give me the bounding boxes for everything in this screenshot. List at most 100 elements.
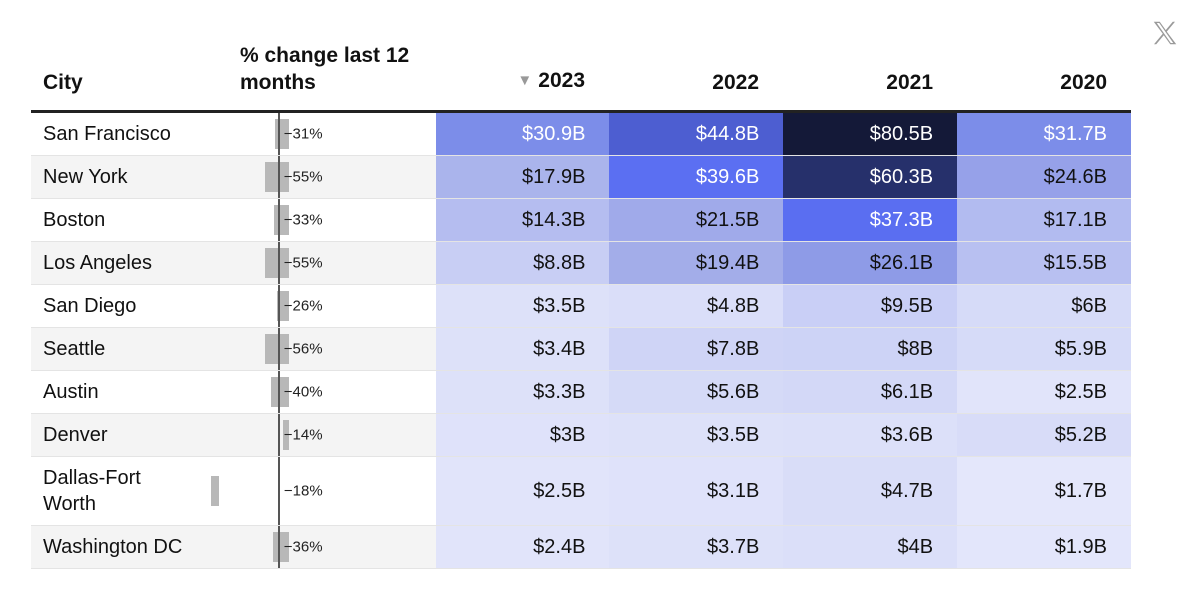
value-cell-2023: $3.5B xyxy=(435,285,610,327)
value-cell-2020: $17.1B xyxy=(957,199,1131,241)
value-cell-2022: $7.8B xyxy=(609,328,784,370)
column-header-2020[interactable]: 2020 xyxy=(1060,71,1107,94)
table-row: Dallas-Fort Worth −18% $2.5B $3.1B $4.7B $1.7… xyxy=(31,457,1131,526)
table-row: San Diego −26% $3.5B $4.8B $9.5B $6B xyxy=(31,285,1131,328)
change-cell: −40% xyxy=(241,371,436,413)
value-cell-2023: $14.3B xyxy=(435,199,610,241)
column-header-2021[interactable]: 2021 xyxy=(886,71,933,94)
city-cell: Austin xyxy=(43,381,99,403)
change-percent: −55% xyxy=(283,254,323,272)
zero-axis-line xyxy=(277,457,280,525)
value-cell-2021: $37.3B xyxy=(783,199,958,241)
city-cell: San Diego xyxy=(43,295,137,317)
value-cell-2023: $3.4B xyxy=(435,328,610,370)
value-cell-2020: $31.7B xyxy=(957,113,1131,155)
zero-axis-line xyxy=(277,113,280,155)
value-cell-2022: $44.8B xyxy=(609,113,784,155)
value-cell-2023: $17.9B xyxy=(435,156,610,198)
change-cell: −31% xyxy=(241,113,436,155)
value-cell-2020: $6B xyxy=(957,285,1131,327)
value-cell-2023: $3B xyxy=(435,414,610,456)
change-bar xyxy=(210,476,219,506)
zero-axis-line xyxy=(277,285,280,327)
value-cell-2021: $80.5B xyxy=(783,113,958,155)
zero-axis-line xyxy=(277,328,280,370)
change-percent: −40% xyxy=(283,383,323,401)
value-cell-2022: $21.5B xyxy=(609,199,784,241)
change-cell: −56% xyxy=(240,328,436,370)
change-bar xyxy=(264,162,289,192)
zero-axis-line xyxy=(277,414,280,456)
zero-axis-line xyxy=(277,156,280,198)
change-percent: −56% xyxy=(283,340,323,358)
change-cell: −55% xyxy=(240,156,436,198)
change-percent: −26% xyxy=(283,297,323,315)
change-bar xyxy=(264,334,289,364)
value-cell-2021: $4B xyxy=(783,526,958,568)
change-percent: −55% xyxy=(283,168,323,186)
city-cell: Denver xyxy=(31,414,241,456)
value-cell-2023: $3.3B xyxy=(435,371,610,413)
value-cell-2021: $8B xyxy=(783,328,958,370)
city-cell: Dallas-Fort Worth xyxy=(43,467,141,515)
column-header-2023[interactable]: ▼ 2023 xyxy=(435,67,585,96)
value-cell-2021: $6.1B xyxy=(783,371,958,413)
value-cell-2022: $4.8B xyxy=(609,285,784,327)
value-cell-2020: $24.6B xyxy=(957,156,1131,198)
value-cell-2020: $5.2B xyxy=(957,414,1131,456)
table-row: Washington DC −36% $2.4B $3.7B $4B $1.9B xyxy=(31,526,1131,569)
city-cell: Seattle xyxy=(31,328,241,370)
change-bar xyxy=(282,420,289,450)
table-row: Austin −40% $3.3B $5.6B $6.1B $2.5B xyxy=(31,371,1131,414)
change-percent: −18% xyxy=(283,482,323,500)
value-cell-2022: $3.5B xyxy=(609,414,784,456)
value-cell-2020: $1.7B xyxy=(957,457,1131,525)
table-row: Boston −33% $14.3B $21.5B $37.3B $17.1B xyxy=(31,199,1131,242)
change-cell: −36% xyxy=(240,526,436,568)
city-cell: Washington DC xyxy=(31,526,241,568)
table-body: San Francisco −31% $30.9B $44.8B $80.5B $31.7… xyxy=(31,113,1131,569)
value-cell-2020: $15.5B xyxy=(957,242,1131,284)
table-row: Los Angeles −55% $8.8B $19.4B $26.1B $15.5B xyxy=(31,242,1131,285)
table-row: Seattle −56% $3.4B $7.8B $8B $5.9B xyxy=(31,328,1131,371)
table-row: San Francisco −31% $30.9B $44.8B $80.5B $31.7… xyxy=(31,113,1131,156)
value-cell-2021: $3.6B xyxy=(783,414,958,456)
value-cell-2023: $8.8B xyxy=(435,242,610,284)
change-bar xyxy=(273,532,289,562)
value-cell-2022: $39.6B xyxy=(609,156,784,198)
change-cell: −14% xyxy=(240,414,436,456)
x-logo-icon[interactable] xyxy=(1150,18,1180,48)
zero-axis-line xyxy=(277,526,280,568)
value-cell-2022: $3.1B xyxy=(609,457,784,525)
change-percent: −14% xyxy=(283,426,323,444)
city-cell: New York xyxy=(31,156,241,198)
change-bar xyxy=(277,291,289,321)
change-bar xyxy=(264,248,289,278)
city-cell: Boston xyxy=(43,209,106,231)
zero-axis-line xyxy=(277,242,280,284)
value-cell-2023: $2.4B xyxy=(435,526,610,568)
change-cell: −18% xyxy=(171,457,436,525)
change-percent: −31% xyxy=(283,125,323,143)
value-cell-2022: $5.6B xyxy=(609,371,784,413)
table-row: New York −55% $17.9B $39.6B $60.3B $24.6B xyxy=(31,156,1131,199)
value-cell-2021: $9.5B xyxy=(783,285,958,327)
table-row: Denver −14% $3B $3.5B $3.6B $5.2B xyxy=(31,414,1131,457)
value-cell-2021: $4.7B xyxy=(783,457,958,525)
data-table: City % change last 12 months ▼ 2023 2022 … xyxy=(31,30,1131,569)
table-header: City % change last 12 months ▼ 2023 2022 … xyxy=(31,30,1131,113)
column-header-change[interactable]: % change last 12 months xyxy=(240,44,410,94)
column-header-label: 2023 xyxy=(538,69,585,92)
change-bar xyxy=(271,377,289,407)
value-cell-2020: $5.9B xyxy=(957,328,1131,370)
column-header-city[interactable]: City xyxy=(43,71,83,94)
column-header-2022[interactable]: 2022 xyxy=(712,71,759,94)
value-cell-2020: $1.9B xyxy=(957,526,1131,568)
sort-desc-icon: ▼ xyxy=(517,72,533,89)
change-cell: −26% xyxy=(241,285,436,327)
city-cell: Los Angeles xyxy=(31,242,241,284)
value-cell-2022: $19.4B xyxy=(609,242,784,284)
city-cell: San Francisco xyxy=(43,123,171,145)
value-cell-2022: $3.7B xyxy=(609,526,784,568)
change-cell: −55% xyxy=(240,242,436,284)
